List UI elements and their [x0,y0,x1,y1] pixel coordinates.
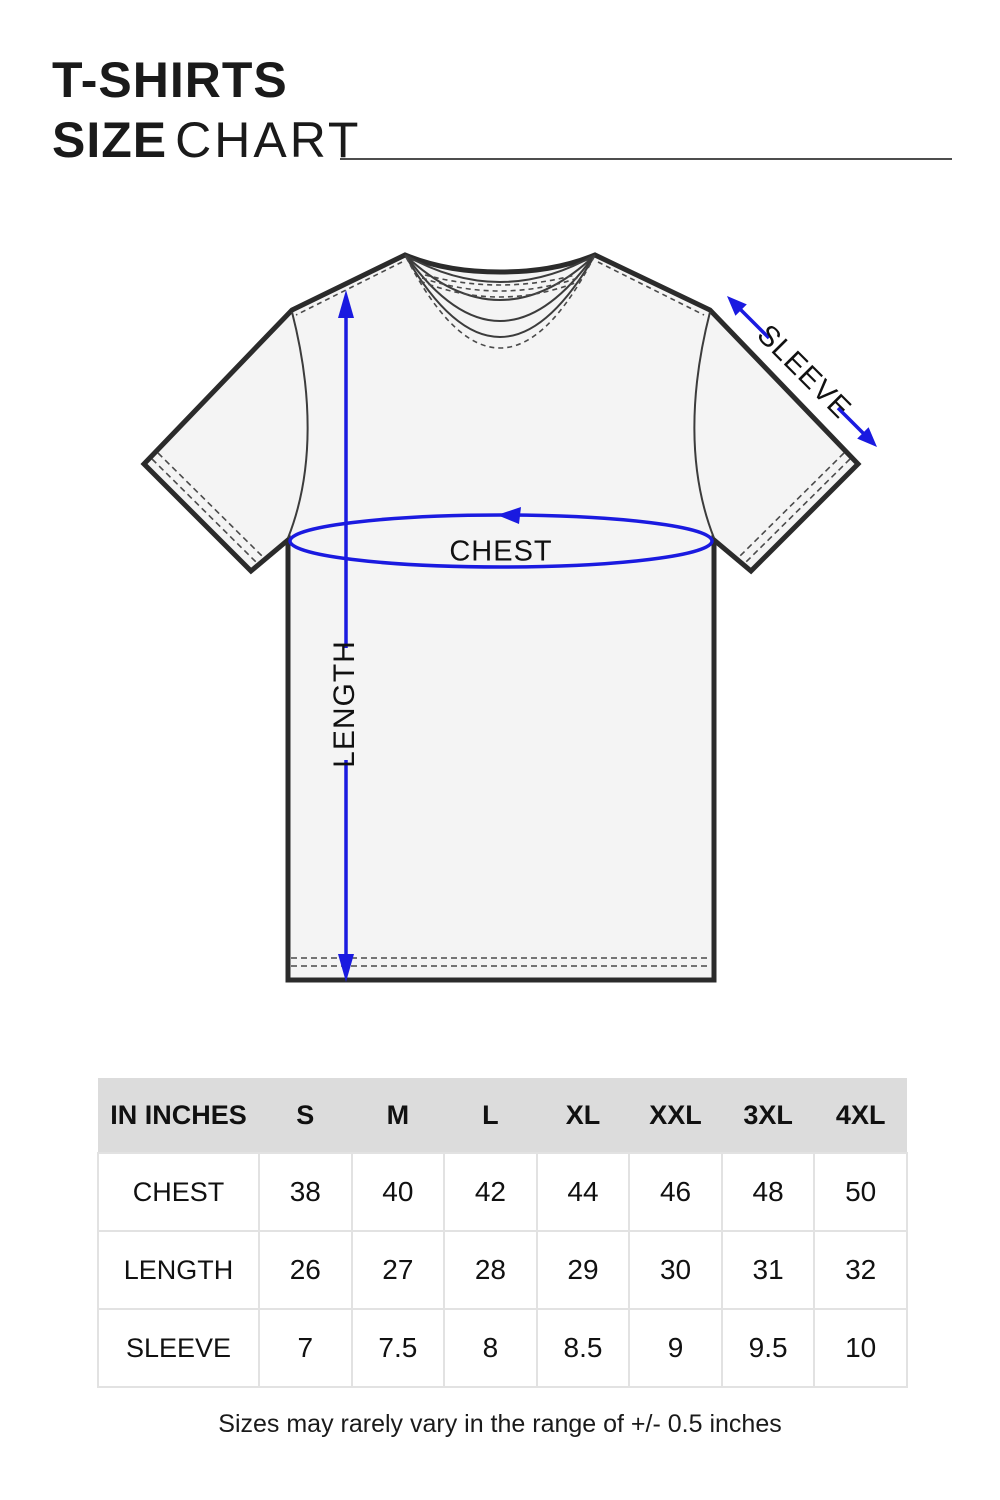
sleeve-arrowhead-bottom [857,427,877,447]
cell-chest-m: 40 [350,1152,446,1232]
cell-length-s: 26 [258,1230,353,1310]
header-cell-unit: IN INCHES [98,1078,259,1153]
length-arrowhead-bottom [338,954,354,982]
title-chart-word: CHART [175,112,362,168]
length-arrowhead-top [338,290,354,318]
tshirt-measurement-diagram: LENGTH CHEST SLEEVE [140,252,877,983]
cell-chest-xxl: 46 [628,1152,723,1232]
table-row-sleeve: SLEEVE 7 7.5 8 8.5 9 9.5 10 [97,1308,908,1388]
cell-length-m: 27 [350,1230,446,1310]
front-collar-bottom-seam [404,254,596,338]
cell-length-xl: 29 [535,1230,631,1310]
table-row-length: LENGTH 26 27 28 29 30 31 32 [97,1230,908,1310]
collar-outer-stitch [405,256,595,349]
header-cell-xxl: XXL [629,1078,722,1153]
chest-label: CHEST [449,536,552,568]
collar-band-top-seam [404,254,596,283]
cell-sleeve-m: 7.5 [350,1308,446,1388]
title-line2: SIZE CHART [52,110,361,170]
title-line1: T-SHIRTS [52,52,288,108]
left-shoulder-stitch [295,261,403,316]
left-cuff-stitch-1 [151,458,258,564]
header-cell-l: L [444,1078,537,1153]
cell-length-l: 28 [443,1230,538,1310]
page-title: T-SHIRTS SIZE CHART [52,50,361,170]
cell-sleeve-xl: 8.5 [535,1308,631,1388]
header-cell-m: M [351,1078,445,1153]
cell-length-4xl: 32 [813,1230,908,1310]
right-shoulder-stitch [597,261,705,316]
collar-stitch-row3 [419,280,581,298]
cell-sleeve-4xl: 10 [813,1308,908,1388]
right-armhole-seam [693,311,715,539]
collar-stitch-row1 [424,274,576,286]
table-row-chest: CHEST 38 40 42 44 46 48 50 [97,1152,908,1232]
cell-chest-s: 38 [258,1152,353,1232]
sleeve-arrow-line-bottom [836,406,866,436]
length-label: LENGTH [328,640,361,768]
cell-sleeve-s: 7 [258,1308,353,1388]
cell-length-3xl: 31 [720,1230,816,1310]
header-cell-3xl: 3XL [721,1078,815,1153]
header-cell-4xl: 4XL [814,1078,907,1153]
cell-chest-xl: 44 [535,1152,631,1232]
collar-stitch-row2 [421,277,579,292]
table-header-row: IN INCHES S M L XL XXL 3XL 4XL [98,1078,907,1153]
cell-chest-l: 42 [443,1152,538,1232]
shoulder-stitching [295,261,705,316]
hem-stitching [291,957,711,967]
cuff-stitching [151,452,851,564]
right-cuff-stitch-1 [744,458,851,564]
chest-arrowhead [497,507,521,524]
length-arrow: LENGTH [328,290,361,982]
cell-sleeve-3xl: 9.5 [720,1308,816,1388]
header-cell-s: S [259,1078,352,1153]
title-divider-line [340,158,952,160]
cell-sleeve-xxl: 9 [628,1308,723,1388]
left-cuff-stitch-2 [157,452,264,558]
row-label-chest: CHEST [97,1152,260,1232]
tshirt-outline [140,252,862,983]
collar-band-bottom-seam [404,254,596,301]
sleeve-arrow-line-top [738,307,771,340]
cell-sleeve-l: 8 [443,1308,538,1388]
row-label-sleeve: SLEEVE [97,1308,260,1388]
sleeve-arrowhead-top [727,296,747,316]
cell-chest-3xl: 48 [720,1152,816,1232]
header-cell-xl: XL [536,1078,630,1153]
cell-chest-4xl: 50 [813,1152,908,1232]
armhole-seams [287,311,715,539]
chest-measure: CHEST [288,507,714,569]
footer-note: Sizes may rarely vary in the range of +/… [218,1410,782,1438]
cell-length-xxl: 30 [628,1230,723,1310]
right-cuff-stitch-2 [738,452,845,558]
size-table: IN INCHES S M L XL XXL 3XL 4XL CHEST 38 … [97,1078,908,1388]
collar-stitching [405,256,595,349]
row-label-length: LENGTH [97,1230,260,1310]
left-armhole-seam [287,311,309,539]
title-size-word: SIZE [52,112,168,168]
